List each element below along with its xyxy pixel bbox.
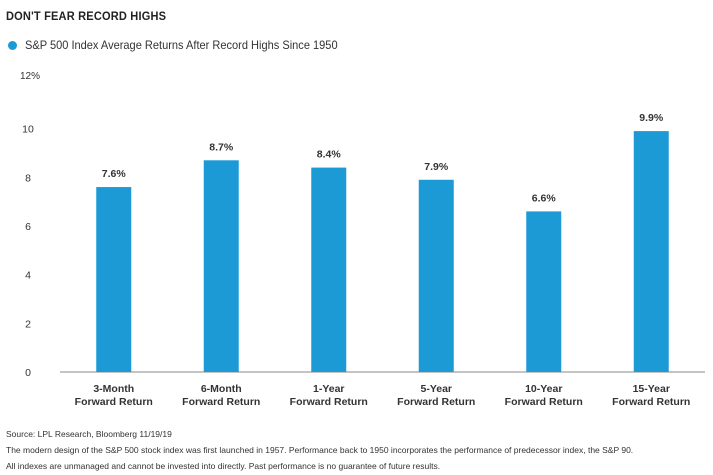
footer-note-disclaimer: All indexes are unmanaged and cannot be …	[6, 461, 441, 471]
bar-data-label: 7.9%	[424, 161, 449, 173]
bar	[526, 211, 562, 372]
bar-data-label: 9.9%	[639, 112, 664, 124]
y-tick-label: 0	[25, 367, 31, 379]
x-tick-label: 5-Year Forward Return	[397, 383, 475, 408]
bar-data-label: 6.6%	[532, 192, 557, 204]
legend-swatch	[8, 40, 17, 50]
legend-label: S&P 500 Index Average Returns After Reco…	[25, 38, 338, 52]
bar	[311, 167, 347, 372]
chart-title: DON'T FEAR RECORD HIGHS	[6, 9, 167, 23]
x-tick-label: 3-Month Forward Return	[75, 383, 153, 408]
bar	[203, 160, 239, 372]
y-tick-label: 2	[25, 318, 31, 330]
bar	[96, 187, 132, 372]
x-tick-label: 1-Year Forward Return	[290, 383, 368, 408]
y-tick-label: 4	[25, 270, 31, 282]
x-tick-label: 15-Year Forward Return	[612, 383, 690, 408]
y-tick-label: 8	[25, 172, 31, 184]
y-axis-max-label: 12%	[20, 71, 41, 82]
y-tick-label: 10	[22, 124, 34, 136]
x-tick-label: 6-Month Forward Return	[182, 383, 260, 408]
legend: S&P 500 Index Average Returns After Reco…	[8, 38, 365, 52]
footer-note-methodology: The modern design of the S&P 500 stock i…	[6, 445, 634, 455]
y-tick-label: 6	[25, 221, 31, 233]
bar	[633, 131, 669, 372]
bar-data-label: 8.7%	[209, 141, 234, 153]
bar	[418, 179, 454, 372]
footer-source: Source: LPL Research, Bloomberg 11/19/19	[6, 429, 172, 439]
bars-group	[96, 131, 669, 372]
axis-group: 0 2 4 6 8 10	[22, 124, 705, 379]
x-tick-label: 10-Year Forward Return	[505, 383, 583, 408]
bar-data-label: 7.6%	[102, 168, 127, 180]
bar-data-label: 8.4%	[317, 149, 342, 161]
labels-group: 7.6% 3-Month Forward Return 8.7% 6-Month Forw…	[75, 112, 691, 408]
